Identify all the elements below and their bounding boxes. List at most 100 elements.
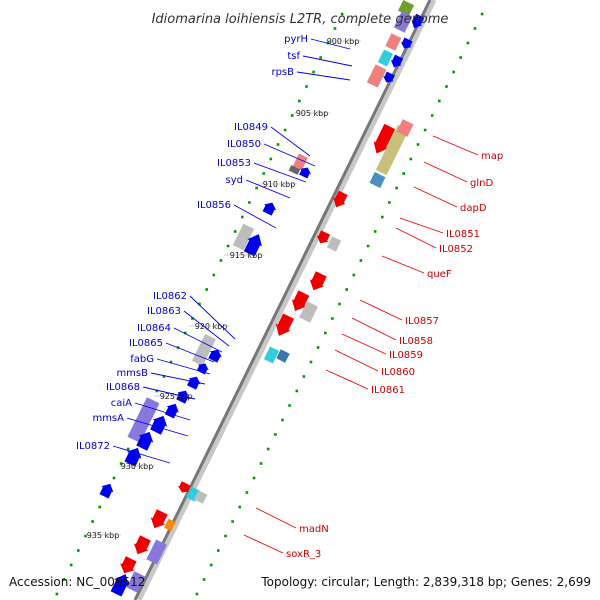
cds-block-pink bbox=[292, 153, 308, 171]
cds-block-blue bbox=[276, 349, 290, 363]
gene-leader-line bbox=[334, 349, 379, 372]
gene-label-text: soxR_3 bbox=[286, 549, 321, 560]
gene-label-text: IL0872 bbox=[76, 441, 110, 452]
gene-arrow-forward bbox=[120, 556, 137, 574]
gene-leader-line bbox=[263, 143, 316, 167]
gene-label-left: IL0865 bbox=[129, 338, 163, 349]
gene-leader-line bbox=[399, 217, 444, 234]
gene-label-right: queF bbox=[427, 269, 452, 280]
gene-leader-line bbox=[134, 402, 191, 421]
gene-leader-line bbox=[270, 126, 311, 157]
gene-arrow-reverse bbox=[176, 390, 190, 404]
gene-arrow-forward bbox=[333, 190, 348, 208]
gene-label-left: IL0856 bbox=[197, 200, 231, 211]
gene-label-right: soxR_3 bbox=[286, 549, 321, 560]
gene-arrow-forward bbox=[275, 313, 294, 336]
tick: 910 kbp bbox=[258, 180, 297, 189]
gene-label-right: glnD bbox=[470, 178, 493, 189]
gene-label-right: IL0860 bbox=[381, 367, 415, 378]
gene-arrow-forward bbox=[373, 123, 396, 154]
gene-label-left: IL0872 bbox=[76, 441, 110, 452]
tick-label: 900 kbp bbox=[327, 37, 360, 46]
tick-label: 925 kbp bbox=[160, 392, 193, 401]
gene-label-right: map bbox=[481, 151, 503, 162]
tick: 930 kbp bbox=[119, 462, 155, 471]
cds-block-cyan bbox=[377, 49, 394, 67]
gene-label-text: caiA bbox=[111, 398, 132, 409]
cds-block-gray bbox=[326, 236, 342, 252]
cds-block-purple bbox=[146, 539, 167, 565]
gene-arrow-forward bbox=[291, 290, 310, 311]
gene-label-left: IL0868 bbox=[106, 382, 140, 393]
gene-label-text: pyrH bbox=[284, 34, 308, 45]
cds-block-blue bbox=[369, 172, 386, 188]
tick: 925 kbp bbox=[154, 392, 194, 401]
gene-label-text: IL0857 bbox=[405, 316, 439, 327]
gene-label-text: syd bbox=[226, 175, 243, 186]
tick: 905 kbp bbox=[293, 109, 330, 118]
gene-arrow-reverse bbox=[136, 431, 154, 451]
gene-label-right: IL0861 bbox=[371, 385, 405, 396]
tick: 935 kbp bbox=[85, 531, 121, 540]
gene-label-text: glnD bbox=[470, 178, 493, 189]
tick-label: 920 kbp bbox=[195, 322, 228, 331]
genome-summary-text: Topology: circular; Length: 2,839,318 bp… bbox=[260, 575, 591, 589]
gene-label-left: pyrH bbox=[284, 34, 308, 45]
gene-label-right: IL0858 bbox=[399, 336, 433, 347]
map-title: Idiomarina loihiensis L2TR, complete gen… bbox=[152, 12, 449, 27]
gene-label-text: IL0850 bbox=[227, 139, 261, 150]
gene-label-left: mmsA bbox=[92, 413, 124, 424]
gene-label-text: IL0864 bbox=[137, 323, 171, 334]
gene-arrow-reverse bbox=[390, 54, 404, 68]
gene-label-text: IL0849 bbox=[234, 122, 268, 133]
backbone-shadow bbox=[136, 0, 437, 600]
gene-label-right: dapD bbox=[460, 203, 487, 214]
gene-label-text: dapD bbox=[460, 203, 487, 214]
gene-leader-line bbox=[413, 186, 458, 208]
gene-leader-line bbox=[112, 445, 171, 464]
feature-layer bbox=[99, 0, 425, 597]
dot-track-right bbox=[195, 12, 484, 596]
gene-label-right: IL0859 bbox=[389, 350, 423, 361]
gene-arrow-forward bbox=[133, 535, 151, 555]
gene-leader-line bbox=[233, 204, 277, 229]
tick-label: 915 kbp bbox=[230, 251, 263, 260]
gene-leader-line bbox=[165, 342, 215, 363]
backbone-layer bbox=[133, 0, 437, 600]
gene-label-left: tsf bbox=[287, 51, 300, 62]
cds-block-gray bbox=[299, 301, 318, 323]
gene-label-text: IL0853 bbox=[217, 158, 251, 169]
cds-block-cyan bbox=[263, 346, 279, 364]
leader-lines bbox=[112, 38, 479, 554]
tick: 900 kbp bbox=[327, 37, 361, 46]
cds-block-pink bbox=[366, 64, 387, 88]
gene-arrow-forward bbox=[309, 271, 327, 291]
gene-arrow-reverse bbox=[411, 13, 425, 29]
genome-backbone bbox=[133, 0, 432, 600]
gene-label-right: IL0857 bbox=[405, 316, 439, 327]
gene-label-left: IL0849 bbox=[234, 122, 268, 133]
cds-block-gray bbox=[232, 223, 255, 251]
tick-label: 910 kbp bbox=[263, 180, 296, 189]
cds-block-purple bbox=[127, 397, 160, 443]
gene-arrow-reverse bbox=[243, 234, 262, 257]
gene-leader-line bbox=[325, 369, 369, 390]
gene-leader-line bbox=[255, 507, 297, 529]
gene-arrow-forward bbox=[150, 509, 168, 529]
gene-label-right: IL0852 bbox=[439, 244, 473, 255]
accession-text: Accession: NC_006512 bbox=[9, 575, 145, 589]
gene-arrow-reverse bbox=[383, 71, 395, 83]
gene-label-text: map bbox=[481, 151, 503, 162]
gene-arrow-reverse bbox=[400, 37, 413, 49]
gene-label-text: IL0859 bbox=[389, 350, 423, 361]
gene-arrow-forward bbox=[316, 230, 331, 244]
gene-arrow-reverse bbox=[299, 167, 312, 179]
gene-label-text: mmsB bbox=[116, 368, 148, 379]
gene-label-text: IL0858 bbox=[399, 336, 433, 347]
gene-arrow-reverse bbox=[196, 363, 209, 375]
gene-arrow-reverse bbox=[124, 447, 142, 467]
gene-arrow-reverse bbox=[164, 403, 179, 419]
gene-leader-line bbox=[423, 161, 468, 183]
